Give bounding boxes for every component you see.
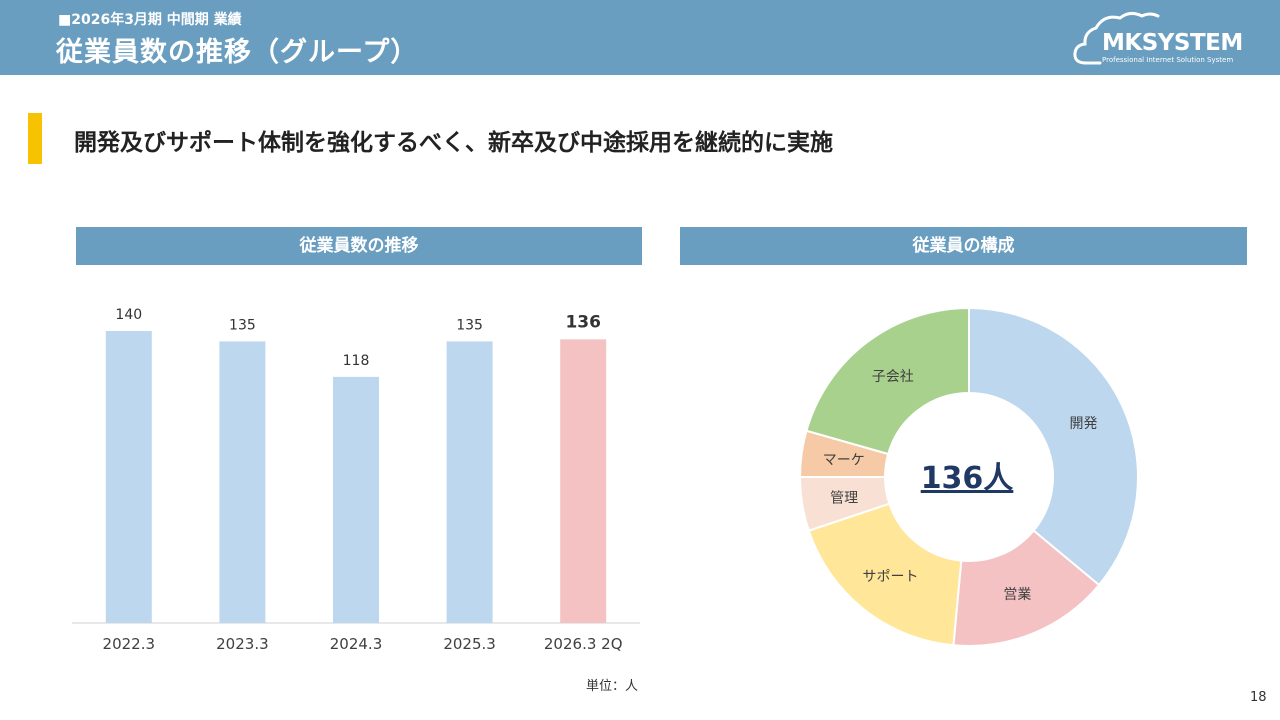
bar-value-label: 118 [343, 353, 370, 369]
page-number: 18 [1250, 690, 1267, 705]
bar-value-label: 135 [229, 317, 256, 333]
donut-slice-label: 子会社 [872, 369, 914, 385]
donut-slice-label: 開発 [1070, 416, 1098, 432]
bar-2026.3 2Q [560, 339, 607, 623]
logo-tagline: Professional Internet Solution System [1102, 56, 1234, 64]
donut-slice-子会社 [805, 306, 970, 456]
x-tick-label: 2023.3 [216, 635, 269, 653]
x-tick-label: 2024.3 [330, 635, 383, 653]
employee-count-bar-chart: 140 2022.3 135 2023.3 118 2024.3 135 2025.3 136 2… [72, 307, 640, 653]
donut-slice-label: 営業 [1003, 587, 1031, 603]
x-tick-label: 2026.3 2Q [544, 635, 623, 653]
donut-slice-営業 [952, 529, 1101, 647]
headline: 開発及びサポート体制を強化するべく、新卒及び中途採用を継続的に実施 [74, 130, 833, 156]
bar-chart-title: 従業員数の推移 [76, 227, 642, 265]
company-logo: MKSYSTEM Professional Internet Solution … [1072, 8, 1244, 68]
donut-slice-label: 管理 [830, 490, 858, 506]
x-tick-label: 2022.3 [103, 635, 156, 653]
bar-value-label: 136 [565, 312, 601, 332]
header-subtitle: ■2026年3月期 中間期 業績 [58, 12, 242, 28]
x-tick-label: 2025.3 [443, 635, 496, 653]
bar-value-label: 135 [456, 317, 483, 333]
unit-label: 単位：人 [586, 679, 639, 694]
donut-slice-label: サポート [862, 569, 918, 585]
donut-chart-title: 従業員の構成 [680, 227, 1247, 265]
header-bar: ■2026年3月期 中間期 業績 従業員数の推移（グループ） MKSYSTEM … [0, 0, 1280, 75]
cloud-icon [1073, 11, 1160, 65]
donut-slice-サポート [807, 502, 963, 647]
donut-slice-label: マーケ [823, 453, 865, 469]
page-title: 従業員数の推移（グループ） [56, 37, 419, 68]
bar-2022.3 [105, 331, 152, 623]
bar-2023.3 [219, 341, 266, 623]
bar-value-label: 140 [115, 307, 142, 323]
bar-2024.3 [333, 376, 379, 623]
bar-2025.3 [446, 341, 493, 623]
logo-text: MKSYSTEM [1102, 30, 1243, 56]
donut-slice-開発 [968, 306, 1139, 587]
headline-accent-bar [28, 113, 42, 164]
donut-center-total: 136人 [921, 461, 1014, 496]
